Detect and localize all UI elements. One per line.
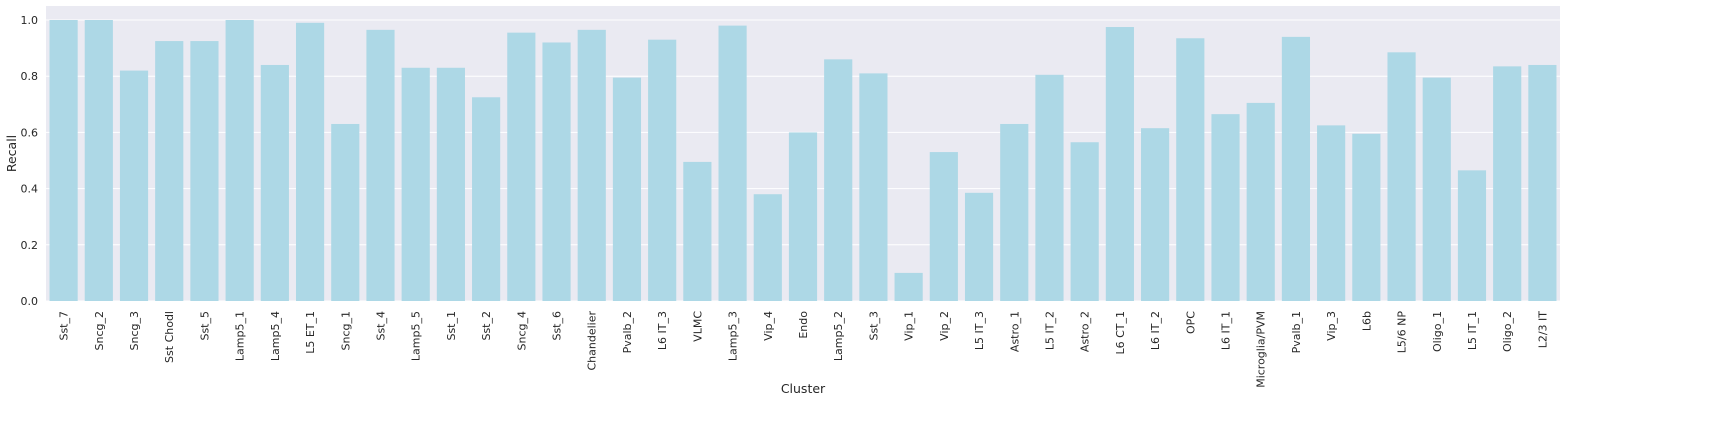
x-tick-label: L6 IT_2 [1149,311,1162,350]
x-tick-label: Sst_1 [445,311,458,341]
bar [1317,125,1346,301]
x-tick-label: Vip_4 [762,311,775,341]
x-tick-label: Sncg_2 [93,311,106,350]
y-tick-labels: 0.0 0.2 0.4 0.6 0.8 1.0 [21,14,39,308]
x-tick-label: Sncg_3 [128,311,141,350]
bar [155,41,184,301]
x-tick-label: Sncg_4 [515,311,528,350]
x-tick-label: Microglia/PVM [1255,311,1268,388]
x-tick-label: Lamp5_2 [832,311,845,361]
bar [295,22,325,302]
x-tick-label: L6b [1360,311,1373,331]
x-tick-label: Sst Chodl [163,311,176,363]
bar [648,39,677,302]
bar [1352,133,1381,301]
bar [225,20,254,301]
bar [401,67,430,302]
bar [1070,142,1099,301]
bar [1281,36,1311,302]
bar [1457,170,1487,301]
bar [1246,102,1275,302]
bar [1422,77,1451,301]
x-tick-label: L5 ET_1 [304,311,317,354]
bar [1528,64,1557,302]
bar [542,42,571,301]
x-tick-label: Lamp5_3 [727,311,740,361]
bar [859,73,888,301]
x-tick-label: Lamp5_4 [269,311,282,361]
x-tick-label: Lamp5_1 [234,311,247,361]
x-tick-label: L5 IT_2 [1043,311,1056,350]
bar [577,29,606,302]
bar [683,161,712,301]
x-tick-label: Pvalb_1 [1290,311,1303,353]
bar [824,59,853,302]
x-tick-label: Vip_1 [903,311,916,341]
bar [507,32,536,302]
x-tick-label: VLMC [691,311,704,342]
x-tick-label: Sst_3 [867,311,880,341]
x-tick-label: L6 CT_1 [1114,311,1127,355]
bar [929,152,958,301]
bar [1387,52,1416,301]
bar [612,77,642,301]
x-tick-label: Sst_5 [198,311,211,341]
x-tick-label: Lamp5_5 [410,311,423,361]
x-tick-label: Sst_2 [480,311,493,341]
bar [49,20,78,301]
bar [84,20,113,301]
x-tick-label: L6 IT_3 [656,311,669,350]
bar [1493,66,1522,302]
bar [119,70,149,301]
bar [964,192,994,301]
y-tick-label: 0.4 [21,183,39,196]
bar [718,25,747,302]
x-tick-label: Astro_1 [1008,311,1021,352]
bar [788,132,818,301]
x-tick-label: L5/6 NP [1396,311,1409,354]
x-tick-label: Endo [797,311,810,339]
bar [1035,74,1064,301]
x-tick-label: L5 IT_3 [973,311,986,350]
bar [472,97,501,302]
x-tick-label: Vip_2 [938,311,951,341]
x-tick-label: L2/3 IT [1536,311,1549,349]
bar [331,123,360,301]
x-tick-label: Chandelier [586,311,599,371]
x-tick-label: Astro_2 [1079,311,1092,352]
bars [49,20,1557,302]
bar [436,67,465,302]
x-tick-label: Pvalb_2 [621,311,634,353]
x-tick-label: Sst_7 [58,311,71,341]
y-axis-label: Recall [4,135,19,172]
bar [753,194,782,301]
bar [1141,128,1170,301]
x-tick-label: OPC [1184,311,1197,334]
x-tick-label: Sncg_1 [339,311,352,350]
x-tick-label: L6 IT_1 [1220,311,1233,350]
x-tick-label: Oligo_1 [1431,311,1444,352]
bar [894,272,923,301]
x-tick-label: L5 IT_1 [1466,311,1479,350]
bar [190,41,219,301]
y-tick-label: 0.0 [21,295,39,308]
bar [1105,27,1134,302]
bar [1000,123,1029,301]
x-tick-label: Sst_4 [374,311,387,341]
bar [1176,38,1205,301]
bar [260,64,289,302]
x-tick-label: Sst_6 [551,311,564,341]
x-tick-label: Oligo_2 [1501,311,1514,352]
y-tick-label: 0.8 [21,70,39,83]
x-tick-label: Vip_3 [1325,311,1338,341]
bar [1211,114,1240,301]
bar [366,29,395,302]
y-tick-label: 0.6 [21,126,39,139]
y-tick-label: 0.2 [21,239,39,252]
x-tick-labels: Sst_7 Sncg_2 Sncg_3 Sst Chodl Sst_5 Lamp5_1 La… [58,311,1550,388]
y-tick-label: 1.0 [21,14,39,27]
x-axis-label: Cluster [781,381,826,396]
